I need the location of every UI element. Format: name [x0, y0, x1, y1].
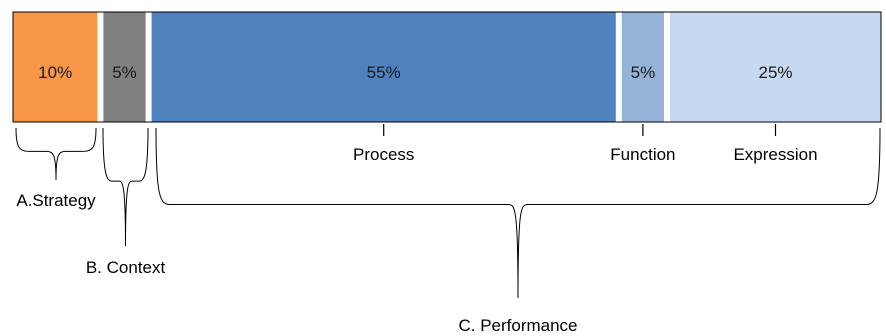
label-layer: 10% 5% 55% Process 5% Function 25% Expression A.… [16, 63, 817, 335]
category-label-2: Process [353, 145, 414, 164]
group-label-0: A.Strategy [16, 191, 96, 210]
group-brace-1 [102, 127, 149, 247]
bar-segment-4 [670, 12, 881, 122]
bar-segment-1 [103, 12, 146, 122]
tick-layer [383, 124, 777, 136]
segment-value-label-1: 5% [112, 63, 137, 82]
category-label-3: Function [610, 145, 675, 164]
category-label-4: Expression [733, 145, 817, 164]
bar-segment-2 [151, 12, 616, 122]
bar-segment-0 [13, 12, 98, 122]
bar-segment-3 [621, 12, 664, 122]
group-label-2: C. Performance [458, 316, 577, 335]
segment-value-label-3: 5% [631, 63, 656, 82]
brace-layer [15, 127, 881, 299]
group-brace-2 [155, 127, 881, 299]
group-label-1: B. Context [86, 258, 166, 277]
bar-layer [13, 12, 881, 122]
segment-value-label-4: 25% [758, 63, 792, 82]
bar-frame [12, 11, 882, 123]
segment-value-label-2: 55% [367, 63, 401, 82]
segment-value-label-0: 10% [38, 63, 72, 82]
group-brace-0 [15, 127, 97, 181]
